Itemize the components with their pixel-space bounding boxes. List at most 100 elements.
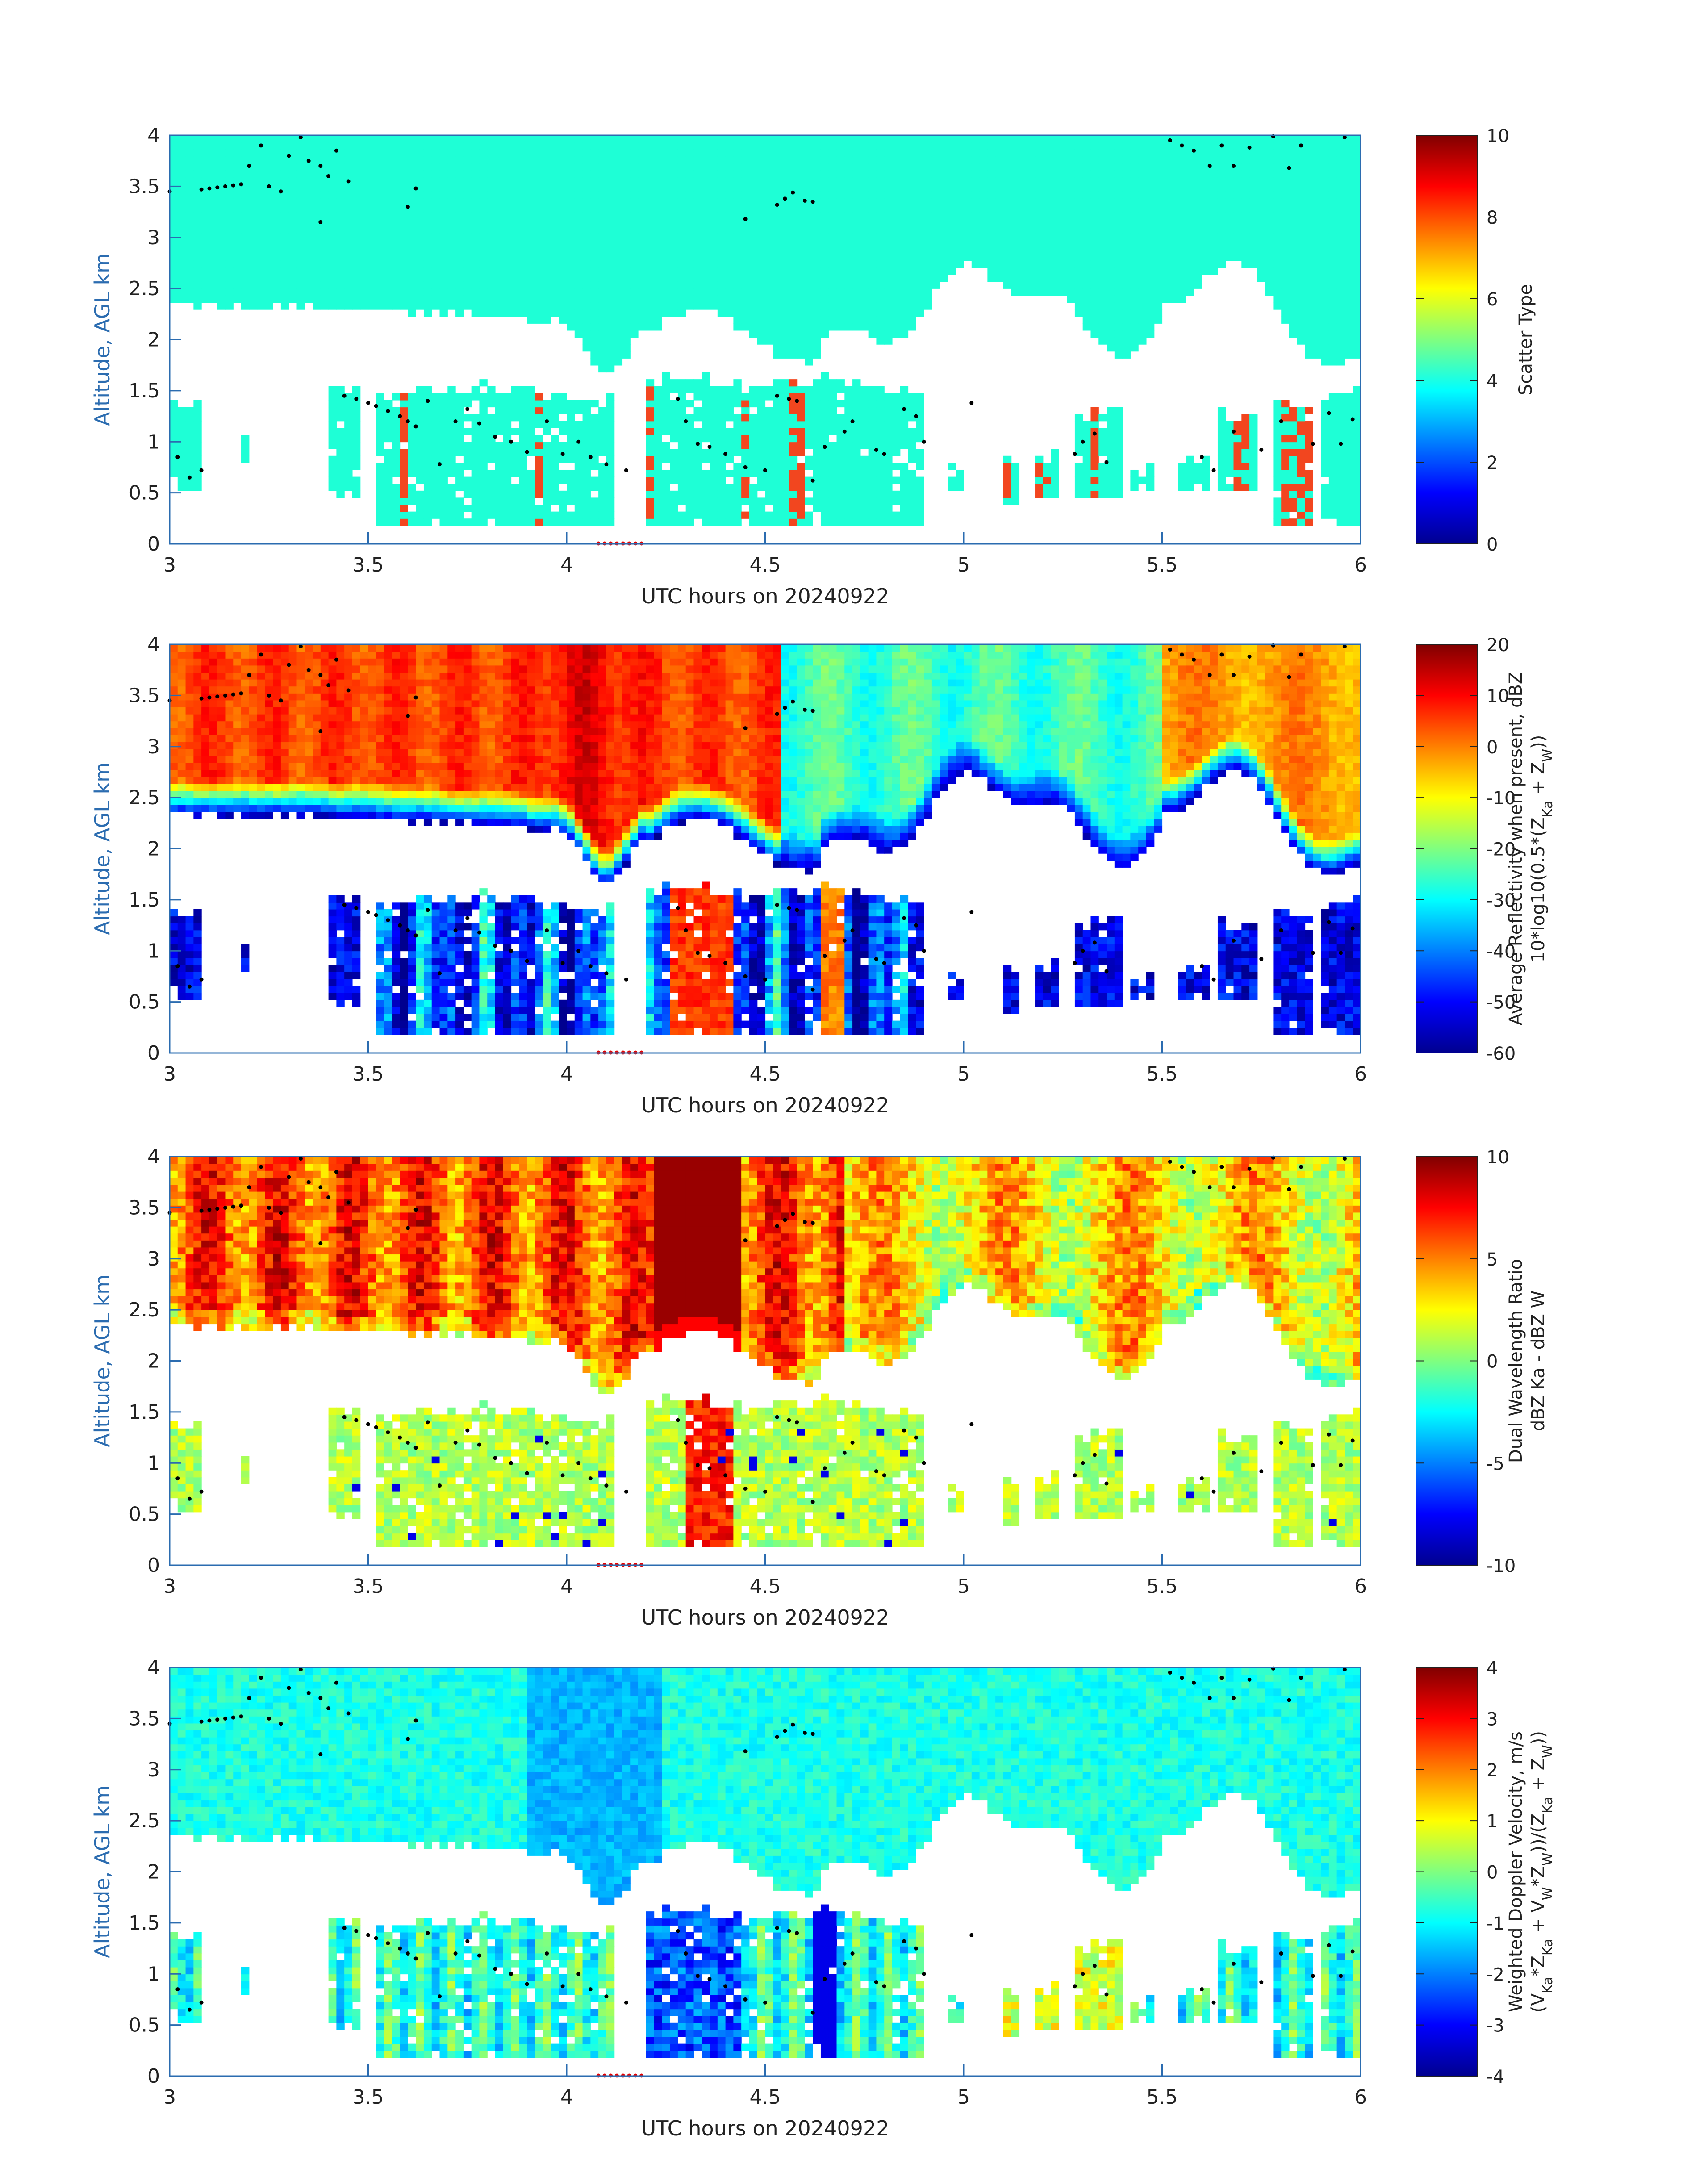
particle-marker xyxy=(1081,439,1085,444)
particle-marker xyxy=(695,951,700,955)
x-tick-label: 3.5 xyxy=(353,1575,384,1598)
colorbar-tick-label: -40 xyxy=(1487,941,1516,962)
particle-marker xyxy=(874,1469,878,1474)
particle-marker xyxy=(413,424,418,429)
particle-marker xyxy=(791,190,795,195)
particle-marker xyxy=(239,691,243,696)
x-tick-label: 4.5 xyxy=(750,1063,781,1086)
particle-marker xyxy=(259,1676,263,1680)
x-tick-label: 5.5 xyxy=(1147,1575,1178,1598)
particle-marker xyxy=(922,1972,926,1976)
particle-marker xyxy=(743,1997,748,2002)
x-tick-label: 4.5 xyxy=(750,1575,781,1598)
y-tick-label: 4 xyxy=(147,633,160,656)
particle-marker xyxy=(326,174,331,178)
y-tick-label: 1.5 xyxy=(129,1401,160,1424)
particle-marker xyxy=(453,419,458,423)
particle-marker xyxy=(1180,1165,1184,1169)
particle-marker xyxy=(438,1483,442,1488)
particle-marker xyxy=(604,1483,609,1488)
particle-marker xyxy=(1168,1159,1172,1164)
particle-marker xyxy=(810,478,815,483)
particle-marker xyxy=(465,407,470,411)
particle-marker xyxy=(1339,951,1343,955)
particle-marker xyxy=(791,1212,795,1216)
particle-marker xyxy=(398,1435,402,1440)
particle-marker xyxy=(874,1980,878,1985)
particle-marker xyxy=(465,916,470,920)
particle-marker xyxy=(902,1428,906,1433)
particle-marker xyxy=(1207,164,1212,168)
particle-marker xyxy=(247,1185,251,1190)
particle-marker xyxy=(1350,926,1355,931)
particle-marker xyxy=(318,1696,323,1701)
particle-marker xyxy=(802,707,807,712)
x-axis-label: UTC hours on 20240922 xyxy=(641,1605,889,1630)
particle-marker xyxy=(223,1716,227,1721)
colorbar xyxy=(1416,135,1478,544)
particle-marker xyxy=(247,1696,251,1701)
colorbar xyxy=(1416,1156,1478,1566)
colorbar-tick-label: -3 xyxy=(1487,2016,1504,2036)
particle-marker xyxy=(1092,940,1097,945)
particle-marker xyxy=(743,726,748,731)
particle-marker xyxy=(279,189,283,194)
particle-marker xyxy=(1199,1476,1204,1481)
y-tick-label: 1.5 xyxy=(129,889,160,911)
particle-marker xyxy=(413,1718,418,1723)
particle-marker xyxy=(342,393,347,398)
colorbar-tick-label: 10 xyxy=(1487,686,1509,706)
particle-marker xyxy=(342,1415,347,1419)
y-axis-label: Altitude, AGL km xyxy=(90,762,114,935)
x-axis-label: UTC hours on 20240922 xyxy=(641,1093,889,1117)
colorbar-tick-label: 2 xyxy=(1487,453,1498,473)
y-tick-label: 3.5 xyxy=(129,175,160,198)
particle-marker xyxy=(306,1180,311,1184)
particle-marker xyxy=(1092,1453,1097,1457)
y-tick-label: 0.5 xyxy=(129,482,160,505)
y-tick-label: 1 xyxy=(147,1963,160,1985)
particle-marker xyxy=(1211,2000,1216,2005)
particle-marker xyxy=(882,961,886,965)
particle-marker xyxy=(1211,977,1216,982)
y-tick-label: 2 xyxy=(147,1861,160,1884)
particle-marker xyxy=(354,1929,359,1933)
particle-marker xyxy=(588,1987,593,1992)
particle-marker xyxy=(1192,657,1196,662)
particle-marker xyxy=(405,1441,410,1445)
particle-marker xyxy=(723,1984,728,1989)
particle-marker xyxy=(366,401,370,405)
particle-marker xyxy=(775,1735,779,1739)
particle-marker xyxy=(787,397,791,401)
particle-marker xyxy=(175,1987,180,1992)
particle-marker xyxy=(1073,452,1077,456)
particle-marker xyxy=(787,1929,791,1933)
x-tick-label: 4 xyxy=(560,1063,573,1086)
particle-marker xyxy=(810,709,815,713)
particle-marker xyxy=(1342,644,1347,649)
particle-marker xyxy=(1211,468,1216,472)
particle-marker xyxy=(914,1946,918,1951)
particle-marker xyxy=(624,2000,628,2005)
particle-marker xyxy=(438,462,442,467)
x-tick-label: 6 xyxy=(1354,1063,1367,1086)
particle-marker xyxy=(763,468,767,472)
y-tick-label: 2.5 xyxy=(129,1809,160,1832)
particle-marker xyxy=(787,1418,791,1422)
particle-marker xyxy=(1350,1949,1355,1954)
particle-marker xyxy=(783,1729,787,1733)
particle-marker xyxy=(763,1489,767,1494)
particle-marker xyxy=(1232,1450,1236,1455)
particle-marker xyxy=(199,2000,204,2005)
particle-marker xyxy=(604,1994,609,1999)
colorbar-tick-label: 20 xyxy=(1487,635,1509,656)
y-tick-label: 2 xyxy=(147,1350,160,1373)
x-tick-label: 3.5 xyxy=(353,1063,384,1086)
particle-marker xyxy=(842,1450,847,1455)
particle-marker xyxy=(576,1461,581,1465)
particle-marker xyxy=(318,220,323,224)
particle-marker xyxy=(215,694,220,699)
colorbar-tick-label: 6 xyxy=(1487,289,1498,310)
particle-marker xyxy=(882,452,886,456)
particle-marker xyxy=(882,1984,886,1989)
